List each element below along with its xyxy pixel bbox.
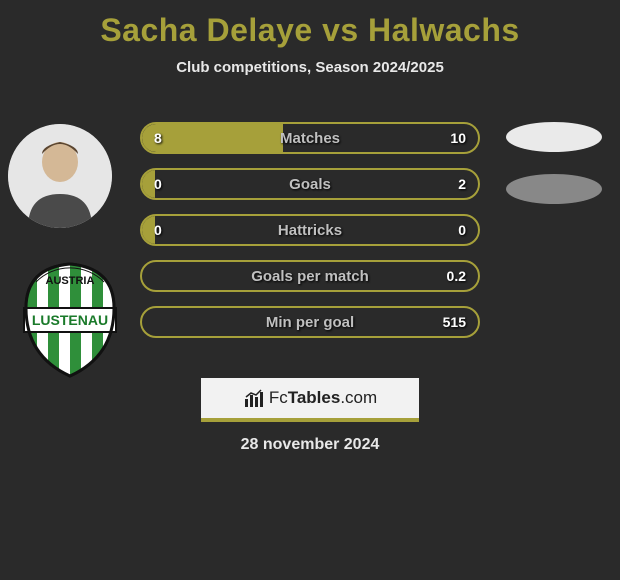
chart-icon: [243, 387, 265, 409]
stat-row-goals-per-match: Goals per match 0.2: [140, 260, 480, 292]
stat-label: Min per goal: [142, 308, 478, 336]
stat-label: Goals: [142, 170, 478, 198]
svg-text:AUSTRIA: AUSTRIA: [46, 275, 95, 287]
club-badge-icon: AUSTRIA LUSTENAU: [18, 260, 122, 380]
stat-row-matches: 8 Matches 10: [140, 122, 480, 154]
stat-val-right: 2: [458, 170, 466, 198]
branding-box: FcTables.com: [201, 378, 419, 422]
subtitle: Club competitions, Season 2024/2025: [0, 59, 620, 76]
stat-row-min-per-goal: Min per goal 515: [140, 306, 480, 338]
club-logo-left: AUSTRIA LUSTENAU: [18, 260, 122, 380]
avatar-placeholder-icon: [8, 124, 112, 228]
stat-val-right: 10: [450, 124, 466, 152]
stat-row-hattricks: 0 Hattricks 0: [140, 214, 480, 246]
branding-text: FcTables.com: [269, 388, 377, 408]
svg-text:LUSTENAU: LUSTENAU: [32, 312, 108, 328]
stat-label: Goals per match: [142, 262, 478, 290]
stats-container: 8 Matches 10 0 Goals 2 0 Hattricks 0 Goa…: [140, 122, 480, 352]
stat-val-right: 0.2: [447, 262, 466, 290]
player-badge-right-2: [506, 174, 602, 204]
stat-label: Hattricks: [142, 216, 478, 244]
stat-row-goals: 0 Goals 2: [140, 168, 480, 200]
stat-val-right: 0: [458, 216, 466, 244]
date-text: 28 november 2024: [0, 436, 620, 454]
stat-val-right: 515: [443, 308, 466, 336]
stat-label: Matches: [142, 124, 478, 152]
page-title: Sacha Delaye vs Halwachs: [0, 0, 620, 49]
player-badge-right-1: [506, 122, 602, 152]
player-avatar-left: [8, 124, 112, 228]
